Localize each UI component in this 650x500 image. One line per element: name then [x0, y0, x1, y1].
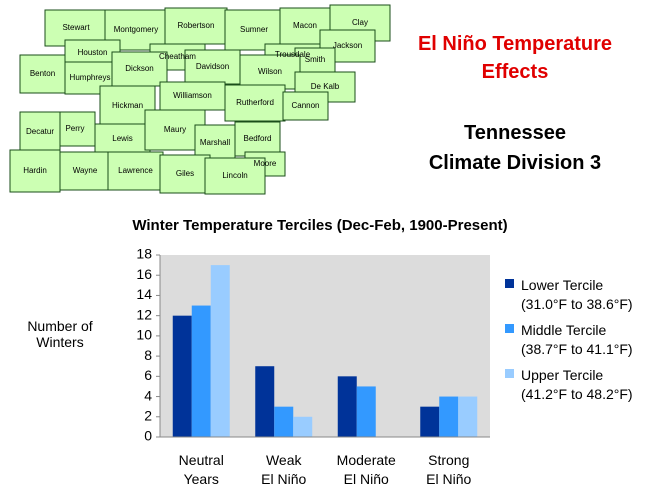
county-name: Wilson [258, 67, 282, 76]
bar [172, 315, 192, 437]
county-name: Hardin [23, 166, 47, 175]
county-name: Robertson [178, 21, 215, 30]
y-tick-label: 6 [144, 367, 152, 383]
county-name: Houston [78, 48, 108, 57]
county-name: De Kalb [311, 82, 340, 91]
county-name: Rutherford [236, 98, 274, 107]
county-name: Montgomery [114, 25, 158, 34]
county [59, 151, 111, 191]
x-tick-label: Neutral Years [178, 452, 224, 487]
county-name: Humphreys [70, 73, 111, 82]
county [54, 111, 96, 147]
title: El Niño Temperature Effects [417, 33, 613, 83]
county-name: Trousdale [275, 50, 311, 59]
bar [274, 406, 294, 437]
bar [255, 366, 275, 437]
county-name: Maury [164, 125, 186, 134]
bar [191, 305, 211, 437]
x-tick-label: Weak El Niño [261, 452, 307, 487]
county-name: Decatur [26, 127, 54, 136]
county-name: Cheatham [159, 52, 196, 61]
county-name: Dickson [125, 64, 153, 73]
county-name: Bedford [243, 134, 271, 143]
county-name: Benton [30, 69, 55, 78]
county-name: Jackson [333, 41, 362, 50]
y-tick-label: 2 [144, 407, 152, 423]
y-tick-label: 14 [136, 286, 152, 302]
legend-swatch [505, 279, 514, 288]
y-tick-label: 12 [136, 306, 152, 322]
county-name: Davidson [196, 62, 229, 71]
x-tick-label: Strong El Niño [426, 452, 472, 487]
county-name: Cannon [291, 101, 319, 110]
y-tick-label: 8 [144, 347, 152, 363]
county [159, 154, 211, 194]
county [204, 157, 266, 195]
bar [293, 416, 313, 437]
county-name: Giles [176, 169, 194, 178]
bar [439, 396, 459, 437]
legend-label: Middle Tercile (38.7°F to 41.1°F) [521, 322, 633, 357]
x-tick-label: Moderate El Niño [336, 452, 396, 487]
y-tick-label: 16 [136, 266, 152, 282]
county [111, 51, 168, 87]
county [239, 54, 301, 90]
legend-label: Upper Tercile (41.2°F to 48.2°F) [521, 367, 633, 402]
legend-swatch [505, 369, 514, 378]
county-name: Moore [254, 159, 277, 168]
county-name: Wayne [73, 166, 98, 175]
y-tick-label: 0 [144, 428, 152, 444]
subtitle: Tennessee Climate Division 3 [428, 122, 602, 174]
county-name: Marshall [200, 138, 230, 147]
county-name: Hickman [112, 101, 143, 110]
bar [420, 406, 440, 437]
bar [458, 396, 478, 437]
county-name: Lincoln [222, 171, 247, 180]
county [224, 84, 286, 122]
bar [337, 376, 357, 437]
county-name: Stewart [62, 23, 90, 32]
county-name: Sumner [240, 25, 268, 34]
county [19, 111, 61, 153]
county [107, 151, 164, 191]
bar [210, 265, 230, 437]
y-tick-label: 4 [144, 387, 152, 403]
county-name: Macon [293, 21, 317, 30]
county [194, 124, 236, 162]
county-name: Williamson [173, 91, 212, 100]
county-name: Clay [352, 18, 368, 27]
county [94, 123, 151, 155]
county [19, 54, 66, 94]
county-name: Lawrence [118, 166, 153, 175]
county [184, 49, 241, 85]
y-tick-label: 10 [136, 327, 152, 343]
y-tick-label: 18 [136, 246, 152, 262]
legend-swatch [505, 324, 514, 333]
legend-label: Lower Tercile (31.0°F to 38.6°F) [521, 277, 633, 312]
county-name: Smith [305, 55, 325, 64]
county [159, 81, 226, 111]
county-name: Perry [65, 124, 84, 133]
bar [356, 386, 376, 437]
y-axis-label: Number of Winters [27, 318, 93, 350]
county [282, 91, 329, 121]
chart-title: Winter Temperature Terciles (Dec-Feb, 19… [132, 217, 508, 234]
county-name: Lewis [112, 134, 132, 143]
county [234, 121, 281, 157]
